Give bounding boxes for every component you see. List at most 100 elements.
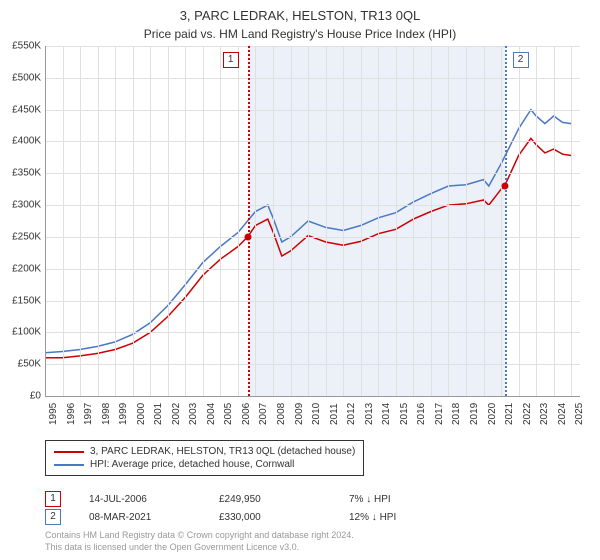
gridline: [45, 301, 580, 302]
gridline: [45, 173, 580, 174]
gridline: [554, 46, 555, 396]
sale-marker-line: [248, 46, 250, 396]
gridline: [45, 46, 580, 47]
gridline: [150, 46, 151, 396]
legend-row: HPI: Average price, detached house, Corn…: [54, 458, 355, 471]
gridline: [220, 46, 221, 396]
sale-row: 2 08-MAR-2021 £330,000 12% ↓ HPI: [45, 508, 479, 526]
x-axis-label: 1998: [101, 403, 112, 425]
x-axis-label: 2002: [171, 403, 182, 425]
x-axis-label: 2023: [539, 403, 550, 425]
x-axis-label: 2006: [241, 403, 252, 425]
sale-date: 14-JUL-2006: [89, 494, 219, 505]
legend-swatch: [54, 464, 84, 466]
sale-point: [244, 233, 251, 240]
gridline: [45, 78, 580, 79]
gridline: [413, 46, 414, 396]
y-axis-label: £250K: [3, 231, 41, 242]
y-axis-label: £550K: [3, 41, 41, 52]
gridline: [536, 46, 537, 396]
sale-row: 1 14-JUL-2006 £249,950 7% ↓ HPI: [45, 490, 479, 508]
gridline: [343, 46, 344, 396]
x-axis-label: 2008: [276, 403, 287, 425]
chart-title: 3, PARC LEDRAK, HELSTON, TR13 0QL: [0, 0, 600, 23]
gridline: [45, 396, 580, 397]
sale-marker-box: 1: [45, 491, 61, 507]
gridline: [238, 46, 239, 396]
gridline: [45, 205, 580, 206]
gridline: [431, 46, 432, 396]
x-axis-label: 2007: [258, 403, 269, 425]
x-axis-label: 2011: [329, 403, 340, 425]
gridline: [571, 46, 572, 396]
y-axis-label: £200K: [3, 263, 41, 274]
chart-container: 3, PARC LEDRAK, HELSTON, TR13 0QL Price …: [0, 0, 600, 560]
x-axis-label: 2000: [136, 403, 147, 425]
sale-price: £249,950: [219, 494, 349, 505]
sale-marker-line: [505, 46, 507, 396]
x-axis-label: 2010: [311, 403, 322, 425]
legend-label: 3, PARC LEDRAK, HELSTON, TR13 0QL (detac…: [90, 446, 355, 457]
y-axis-label: £0: [3, 391, 41, 402]
y-axis-label: £350K: [3, 168, 41, 179]
legend: 3, PARC LEDRAK, HELSTON, TR13 0QL (detac…: [45, 440, 364, 476]
gridline: [255, 46, 256, 396]
gridline: [185, 46, 186, 396]
gridline: [361, 46, 362, 396]
chart-subtitle: Price paid vs. HM Land Registry's House …: [0, 23, 600, 41]
y-axis-label: £100K: [3, 327, 41, 338]
gridline: [273, 46, 274, 396]
y-axis-label: £450K: [3, 104, 41, 115]
plot-area: £0£50K£100K£150K£200K£250K£300K£350K£400…: [45, 46, 580, 396]
gridline: [45, 237, 580, 238]
x-axis-label: 2014: [381, 403, 392, 425]
x-axis-label: 2019: [469, 403, 480, 425]
x-axis-label: 1996: [66, 403, 77, 425]
sale-delta: 12% ↓ HPI: [349, 512, 479, 523]
x-axis-label: 2025: [574, 403, 585, 425]
y-axis-label: £400K: [3, 136, 41, 147]
x-axis-label: 1995: [48, 403, 59, 425]
gridline: [168, 46, 169, 396]
gridline: [45, 110, 580, 111]
x-axis-label: 2009: [294, 403, 305, 425]
x-axis-label: 2021: [504, 403, 515, 425]
y-axis-label: £150K: [3, 295, 41, 306]
gridline: [466, 46, 467, 396]
gridline: [115, 46, 116, 396]
x-axis-label: 1997: [83, 403, 94, 425]
gridline: [203, 46, 204, 396]
x-axis-label: 2020: [487, 403, 498, 425]
x-axis-label: 2017: [434, 403, 445, 425]
legend-label: HPI: Average price, detached house, Corn…: [90, 459, 294, 470]
x-axis-label: 2013: [364, 403, 375, 425]
gridline: [448, 46, 449, 396]
legend-swatch: [54, 451, 84, 453]
gridline: [45, 269, 580, 270]
sale-marker-label: 1: [223, 52, 239, 68]
gridline: [396, 46, 397, 396]
y-axis-label: £300K: [3, 200, 41, 211]
x-axis-label: 2022: [522, 403, 533, 425]
x-axis-label: 2003: [188, 403, 199, 425]
sale-price: £330,000: [219, 512, 349, 523]
x-axis-label: 2004: [206, 403, 217, 425]
sale-point: [501, 183, 508, 190]
sales-table: 1 14-JUL-2006 £249,950 7% ↓ HPI 2 08-MAR…: [45, 490, 479, 526]
x-axis-label: 2012: [346, 403, 357, 425]
gridline: [326, 46, 327, 396]
footer-line: This data is licensed under the Open Gov…: [45, 542, 354, 554]
gridline: [45, 141, 580, 142]
footer: Contains HM Land Registry data © Crown c…: [45, 530, 354, 553]
sale-delta: 7% ↓ HPI: [349, 494, 479, 505]
gridline: [308, 46, 309, 396]
x-axis-label: 2001: [153, 403, 164, 425]
gridline: [63, 46, 64, 396]
gridline: [378, 46, 379, 396]
y-axis-label: £500K: [3, 72, 41, 83]
sale-marker-label: 2: [513, 52, 529, 68]
gridline: [45, 364, 580, 365]
line-series-svg: [45, 46, 580, 396]
footer-line: Contains HM Land Registry data © Crown c…: [45, 530, 354, 542]
gridline: [133, 46, 134, 396]
